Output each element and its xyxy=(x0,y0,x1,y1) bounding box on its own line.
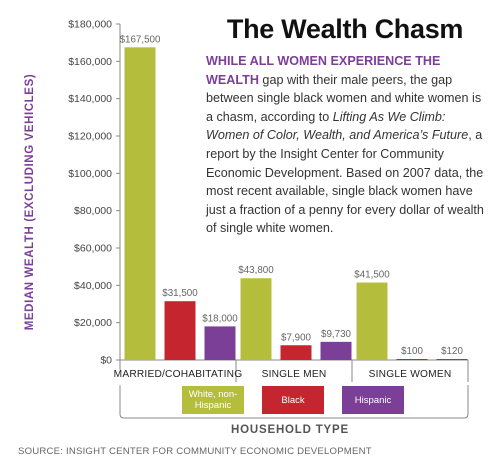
category-label: MARRIED/COHABITATING xyxy=(114,369,243,380)
bar-value-label: $167,500 xyxy=(120,34,161,45)
y-tick-label: $140,000 xyxy=(68,93,112,105)
y-tick-label: $0 xyxy=(100,355,112,367)
bar-value-label: $120 xyxy=(441,346,463,357)
bar-value-label: $100 xyxy=(401,346,423,357)
bar xyxy=(280,345,312,360)
bar-value-label: $31,500 xyxy=(162,288,198,299)
bar xyxy=(240,278,272,360)
y-tick-label: $160,000 xyxy=(68,56,112,68)
legend-label-white: White, non-Hispanic xyxy=(188,389,238,411)
legend-label-black: Black xyxy=(281,394,305,406)
chart-title: The Wealth Chasm xyxy=(226,14,464,44)
bar-value-label: $9,730 xyxy=(321,329,352,340)
description-report-title: Lifting As We Climb: Women of Color, Wea… xyxy=(206,109,469,143)
y-tick-label: $60,000 xyxy=(74,243,112,255)
bar-value-label: $7,900 xyxy=(281,332,312,343)
description-part-1: gap with their male peers, the gap betwe… xyxy=(206,72,482,124)
bar xyxy=(436,359,468,360)
bar xyxy=(356,282,388,360)
bar xyxy=(164,301,196,360)
bar xyxy=(124,47,156,360)
description-lead: WHILE ALL WOMEN EXPERIENCE THE WEALTH xyxy=(206,54,441,87)
legend-label-hispanic: Hispanic xyxy=(354,394,392,406)
y-tick-label: $20,000 xyxy=(74,317,112,329)
household-bracket xyxy=(119,385,469,419)
bar xyxy=(320,341,352,360)
y-axis-label: MEDIAN WEALTH (EXCLUDING VEHICLES) xyxy=(24,73,36,331)
bar-value-label: $43,800 xyxy=(238,265,274,276)
y-tick-label: $100,000 xyxy=(68,168,112,180)
x-axis-label: HOUSEHOLD TYPE xyxy=(231,424,349,436)
legend-item-white: White, non-Hispanic xyxy=(182,386,244,414)
bar-value-label: $41,500 xyxy=(354,270,390,281)
y-tick-label: $120,000 xyxy=(68,131,112,143)
category-label: SINGLE MEN xyxy=(262,369,327,380)
y-tick-label: $80,000 xyxy=(74,205,112,217)
bar xyxy=(396,359,428,360)
chart-description: WHILE ALL WOMEN EXPERIENCE THE WEALTH ga… xyxy=(206,52,488,238)
source-note: SOURCE: INSIGHT CENTER FOR COMMUNITY ECO… xyxy=(18,446,372,457)
bar-value-label: $18,000 xyxy=(202,313,238,324)
y-tick-label: $40,000 xyxy=(74,280,112,292)
category-label: SINGLE WOMEN xyxy=(369,369,452,380)
bar xyxy=(204,326,236,360)
y-tick-label: $180,000 xyxy=(68,19,112,31)
description-part-2: , a report by the Insight Center for Com… xyxy=(206,128,484,236)
legend-item-black: Black xyxy=(262,386,324,414)
legend-item-hispanic: Hispanic xyxy=(342,386,404,414)
